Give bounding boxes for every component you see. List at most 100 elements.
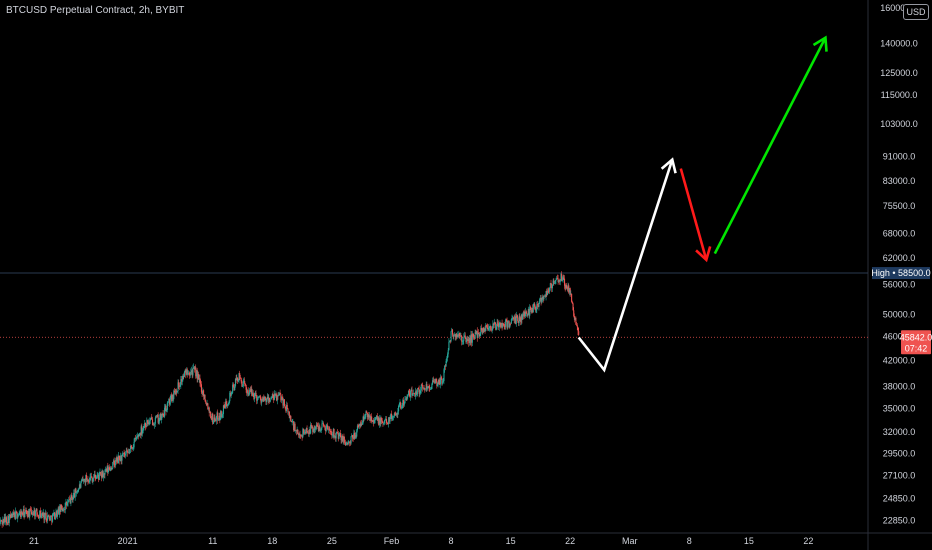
candle-body bbox=[543, 296, 545, 300]
candle-body bbox=[69, 499, 71, 504]
candle-body bbox=[334, 435, 336, 437]
candle-body bbox=[243, 381, 245, 382]
candle-body bbox=[55, 511, 57, 516]
candle-body bbox=[569, 288, 571, 295]
candle-body bbox=[429, 387, 431, 390]
candle-body bbox=[167, 401, 169, 403]
candle-body bbox=[449, 341, 451, 342]
candle-body bbox=[405, 398, 407, 401]
candle-body bbox=[538, 302, 540, 307]
candle-body bbox=[98, 472, 100, 480]
candle-body bbox=[135, 438, 137, 440]
candle-body bbox=[229, 392, 231, 402]
candle-body bbox=[183, 375, 185, 377]
candle-body bbox=[485, 325, 488, 327]
candle-body bbox=[575, 317, 577, 325]
candle-body bbox=[226, 404, 228, 406]
candle-body bbox=[199, 378, 201, 384]
candle-body bbox=[555, 279, 557, 281]
candle-body bbox=[455, 334, 457, 337]
candle-body bbox=[298, 433, 300, 436]
candle-body bbox=[471, 334, 473, 343]
projection-arrow-line bbox=[577, 159, 674, 373]
candle-body bbox=[28, 510, 30, 517]
candle-body bbox=[352, 437, 354, 439]
candle-body bbox=[247, 390, 249, 395]
candle-body bbox=[568, 288, 571, 293]
candle-body bbox=[99, 472, 101, 473]
candle-body bbox=[381, 420, 383, 422]
candle-body bbox=[454, 334, 456, 335]
candle-body bbox=[141, 426, 143, 434]
candle-body bbox=[408, 390, 410, 393]
candle-body bbox=[358, 425, 360, 427]
candle-body bbox=[58, 508, 60, 515]
candle-body bbox=[132, 448, 134, 450]
candle-body bbox=[37, 515, 39, 517]
candle-body bbox=[327, 425, 329, 430]
candle-body bbox=[294, 423, 296, 431]
candle-body bbox=[144, 422, 146, 426]
candle-body bbox=[200, 383, 202, 385]
candle-body bbox=[149, 418, 151, 421]
candle-body bbox=[438, 379, 440, 385]
candle-body bbox=[454, 334, 456, 337]
candle-body bbox=[283, 399, 285, 407]
candle-body bbox=[169, 398, 171, 405]
candle-body bbox=[459, 332, 461, 337]
candle-body bbox=[295, 430, 297, 432]
candle-body bbox=[468, 339, 470, 343]
candle-body bbox=[376, 415, 378, 421]
candle-body bbox=[79, 484, 81, 488]
price-tick-label: 140000.0 bbox=[880, 38, 918, 48]
projection-arrow-line bbox=[713, 37, 827, 255]
candle-body bbox=[310, 424, 312, 434]
candle-body bbox=[397, 411, 399, 415]
candle-body bbox=[281, 397, 283, 401]
candle-body bbox=[427, 386, 429, 387]
candle-body bbox=[17, 514, 20, 516]
candle-body bbox=[113, 460, 115, 465]
candle-body bbox=[170, 394, 172, 399]
candle-body bbox=[500, 322, 502, 328]
candle-body bbox=[182, 375, 184, 380]
candle-body bbox=[519, 316, 521, 318]
candle-body bbox=[39, 510, 42, 518]
candle-body bbox=[250, 388, 252, 392]
candle-body bbox=[165, 405, 167, 412]
candle-body bbox=[103, 473, 105, 475]
currency-selector-button[interactable]: USD bbox=[903, 4, 929, 20]
candle-body bbox=[158, 421, 160, 423]
candle-body bbox=[249, 389, 251, 394]
candle-body bbox=[574, 317, 576, 320]
candle-body bbox=[532, 306, 534, 313]
candle-body bbox=[307, 431, 309, 434]
candle-body bbox=[556, 277, 558, 279]
candle-body bbox=[287, 408, 289, 413]
candle-body bbox=[498, 323, 500, 328]
candle-body bbox=[62, 509, 64, 511]
candle-body bbox=[42, 512, 44, 516]
candle-body bbox=[369, 415, 371, 421]
candle-body bbox=[302, 428, 304, 438]
candle-body bbox=[20, 511, 22, 517]
candle-body bbox=[339, 433, 341, 438]
candle-body bbox=[83, 479, 85, 481]
candle-body bbox=[402, 400, 404, 407]
candle-body bbox=[554, 280, 556, 284]
candle-body bbox=[466, 339, 468, 341]
candle-body bbox=[208, 407, 210, 413]
candle-body bbox=[303, 432, 305, 434]
candle-body bbox=[244, 383, 246, 385]
candle-body bbox=[144, 422, 146, 427]
candle-body bbox=[344, 439, 346, 443]
candle-body bbox=[451, 329, 453, 332]
candle-body bbox=[441, 378, 443, 384]
candle-body bbox=[428, 386, 430, 388]
time-tick-label: 8 bbox=[449, 536, 454, 546]
candle-body bbox=[219, 415, 221, 420]
chart-title: BTCUSD Perpetual Contract, 2h, BYBIT bbox=[6, 5, 185, 16]
candle-body bbox=[388, 417, 390, 422]
candle-body bbox=[425, 384, 427, 389]
